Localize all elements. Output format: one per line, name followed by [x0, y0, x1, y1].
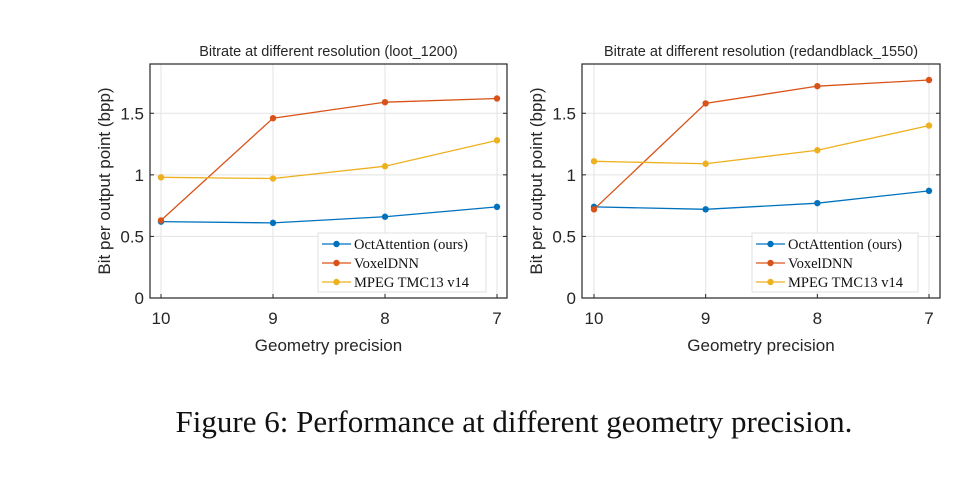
- legend-label: VoxelDNN: [354, 256, 420, 272]
- data-point: [157, 217, 165, 224]
- legend-label: MPEG TMC13 v14: [788, 275, 904, 291]
- x-axis-label: Geometry precision: [255, 336, 402, 355]
- legend-label: OctAttention (ours): [788, 237, 902, 253]
- data-point: [269, 219, 277, 227]
- legend-marker: [333, 259, 340, 267]
- series-voxeldnn: [590, 76, 933, 213]
- series-mpeg-tmc13-v14: [157, 137, 501, 182]
- data-point: [925, 122, 933, 129]
- data-point: [925, 187, 933, 195]
- legend-marker: [767, 259, 774, 267]
- x-tick-label: 9: [701, 309, 710, 328]
- x-tick-label: 8: [380, 309, 389, 328]
- data-point: [381, 213, 389, 220]
- y-tick-label: 0.5: [120, 227, 144, 246]
- data-point: [702, 160, 709, 167]
- series-line: [160, 139, 498, 180]
- legend-marker: [767, 278, 774, 286]
- legend: OctAttention (ours) VoxelDNN MPEG TMC13 v1…: [317, 232, 487, 293]
- data-point: [157, 174, 165, 181]
- data-point: [269, 175, 277, 182]
- x-tick-label: 7: [492, 309, 501, 328]
- series-line: [160, 206, 498, 224]
- x-tick-label: 10: [152, 309, 171, 328]
- x-tick-label: 7: [924, 309, 933, 328]
- y-tick-label: 1: [567, 166, 576, 185]
- data-point: [814, 147, 821, 154]
- data-point: [702, 100, 709, 107]
- series-line: [160, 97, 498, 221]
- data-point: [381, 98, 389, 106]
- data-point: [381, 163, 389, 170]
- chart-1: 0 0.5 1 1.5 10 9 8 7 Bitrate at different resolu…: [95, 44, 508, 355]
- legend-label: OctAttention (ours): [354, 237, 468, 253]
- legend-label: VoxelDNN: [788, 256, 854, 272]
- legend: OctAttention (ours) VoxelDNN MPEG TMC13 v1…: [751, 232, 919, 293]
- axes-box: [149, 63, 508, 299]
- chart-title: Bitrate at different resolution (redandb…: [604, 44, 918, 60]
- legend-marker: [333, 240, 340, 248]
- y-axis-label: Bit per output point (bpp): [95, 87, 114, 274]
- data-point: [493, 203, 501, 211]
- x-tick-label: 8: [813, 309, 822, 328]
- y-tick-label: 1.5: [552, 104, 576, 123]
- data-point: [590, 206, 598, 213]
- series-line: [593, 79, 930, 210]
- series-line: [593, 190, 930, 210]
- data-point: [269, 114, 277, 122]
- y-axis-label: Bit per output point (bpp): [527, 87, 546, 274]
- data-point: [493, 95, 501, 102]
- x-tick-label: 9: [268, 309, 277, 328]
- legend-marker: [333, 278, 340, 286]
- y-tick-label: 1.5: [120, 104, 144, 123]
- y-tick-label: 0: [567, 289, 576, 308]
- series-voxeldnn: [157, 95, 501, 224]
- data-point: [814, 82, 821, 90]
- x-axis-label: Geometry precision: [687, 336, 834, 355]
- data-point: [814, 199, 821, 207]
- axes-box: [581, 63, 941, 299]
- legend-marker: [767, 240, 774, 248]
- data-point: [493, 137, 501, 144]
- y-tick-label: 0.5: [552, 227, 576, 246]
- x-tick-label: 10: [585, 309, 604, 328]
- data-point: [590, 158, 598, 165]
- data-point: [702, 206, 709, 213]
- legend-label: MPEG TMC13 v14: [354, 275, 470, 291]
- chart-2: 0 0.5 1 1.5 10 9 8 7 Bitrate at different resolu…: [527, 44, 941, 355]
- figure-caption: Figure 6: Performance at different geome…: [175, 404, 853, 439]
- series-line: [593, 124, 930, 165]
- y-tick-label: 1: [135, 166, 144, 185]
- y-tick-label: 0: [135, 289, 144, 308]
- data-point: [925, 76, 933, 84]
- chart-title: Bitrate at different resolution (loot_12…: [199, 44, 457, 60]
- series-mpeg-tmc13-v14: [590, 122, 933, 167]
